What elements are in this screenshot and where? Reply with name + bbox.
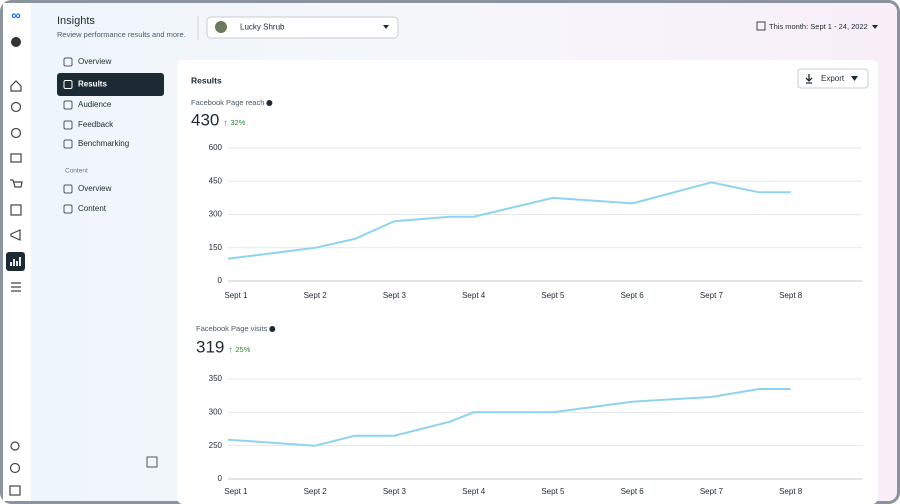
export-caret — [851, 76, 858, 81]
x-tick-label: Sept 1 — [224, 291, 248, 300]
change-arrow: ↑ — [223, 117, 228, 127]
nav-icon — [63, 57, 73, 67]
home-icon[interactable] — [10, 80, 22, 92]
chat-icon[interactable] — [10, 127, 22, 139]
y-tick-label: 300 — [209, 210, 223, 219]
date-range[interactable]: This month: Sept 1 - 24, 2022 — [769, 22, 868, 31]
chart-change: 25% — [235, 345, 250, 354]
dropdown-caret — [383, 25, 389, 29]
y-tick-label: 600 — [209, 143, 223, 152]
y-tick-label: 450 — [209, 176, 223, 185]
nav-section: Content — [65, 168, 88, 175]
x-tick-label: Sept 3 — [383, 487, 407, 496]
chart-total: 430 — [191, 110, 219, 129]
menu-icon[interactable] — [11, 282, 21, 292]
x-tick-label: Sept 4 — [462, 487, 486, 496]
nav-icon — [63, 139, 73, 149]
y-tick-label: 150 — [209, 243, 223, 252]
chart-total: 319 — [196, 337, 224, 356]
nav-icon — [63, 120, 73, 130]
y-tick-label: 0 — [218, 474, 223, 483]
page-avatar — [215, 21, 227, 33]
x-tick-label: Sept 2 — [304, 487, 328, 496]
shop-icon[interactable] — [10, 179, 23, 188]
settings-icon[interactable] — [10, 441, 20, 451]
insights-icon — [10, 257, 21, 266]
table-icon[interactable] — [10, 204, 22, 216]
nav-item[interactable]: Audience — [78, 100, 112, 109]
y-tick-label: 0 — [218, 276, 223, 285]
data-line — [227, 181, 791, 260]
y-tick-label: 350 — [209, 374, 223, 383]
nav-item[interactable]: Benchmarking — [78, 139, 129, 148]
collapse-icon[interactable] — [146, 456, 158, 468]
chart-title: Facebook Page reach — [191, 98, 264, 107]
x-tick-label: Sept 1 — [224, 487, 248, 496]
data-line — [227, 388, 791, 447]
x-tick-label: Sept 3 — [383, 291, 407, 300]
nav-item[interactable]: Content — [78, 204, 107, 213]
nav-icon — [63, 100, 73, 110]
insights-icon-active[interactable] — [6, 252, 25, 271]
rail-icons — [9, 80, 23, 496]
page-selector-label: Lucky Shrub — [240, 23, 285, 32]
x-tick-label: Sept 4 — [462, 291, 486, 300]
ads-icon[interactable] — [10, 229, 21, 241]
calendar-icon — [756, 21, 766, 31]
x-tick-label: Sept 8 — [779, 291, 803, 300]
export-button[interactable] — [797, 68, 869, 89]
nav-item[interactable]: Overview — [78, 184, 112, 193]
info-icon — [266, 100, 273, 106]
nav-item[interactable]: Overview — [78, 57, 112, 66]
feedback-icon[interactable] — [9, 485, 21, 496]
chart-title: Facebook Page visits — [196, 324, 268, 333]
x-tick-label: Sept 7 — [700, 487, 724, 496]
y-tick-label: 250 — [209, 441, 223, 450]
x-tick-label: Sept 7 — [700, 291, 724, 300]
meta-logo: ∞ — [11, 7, 20, 22]
change-arrow: ↑ — [228, 344, 233, 354]
nav-icon — [63, 184, 73, 194]
nav-active — [57, 73, 164, 96]
nav-icon — [63, 80, 73, 89]
x-tick-label: Sept 6 — [621, 487, 645, 496]
x-tick-label: Sept 6 — [621, 291, 645, 300]
page-title: Insights — [57, 15, 95, 27]
avatar[interactable] — [11, 37, 21, 47]
posts-icon[interactable] — [10, 153, 22, 163]
export-label: Export — [821, 74, 845, 83]
x-tick-label: Sept 8 — [779, 487, 803, 496]
y-tick-label: 300 — [209, 407, 223, 416]
download-icon — [805, 74, 813, 84]
nav-icon — [63, 204, 73, 214]
x-tick-label: Sept 2 — [304, 291, 328, 300]
info-icon — [269, 326, 276, 332]
x-tick-label: Sept 5 — [541, 487, 565, 496]
panel-title: Results — [191, 75, 222, 85]
nav-item[interactable]: Results — [78, 80, 107, 89]
help-icon[interactable] — [9, 462, 21, 474]
page-subtitle: Review performance results and more. — [57, 30, 186, 39]
date-caret — [872, 25, 878, 29]
bell-icon[interactable] — [10, 101, 22, 113]
chart-change: 32% — [230, 118, 245, 127]
page-selector[interactable] — [206, 16, 399, 39]
x-tick-label: Sept 5 — [541, 291, 565, 300]
nav-item[interactable]: Feedback — [78, 120, 114, 129]
results-panel — [177, 60, 878, 504]
